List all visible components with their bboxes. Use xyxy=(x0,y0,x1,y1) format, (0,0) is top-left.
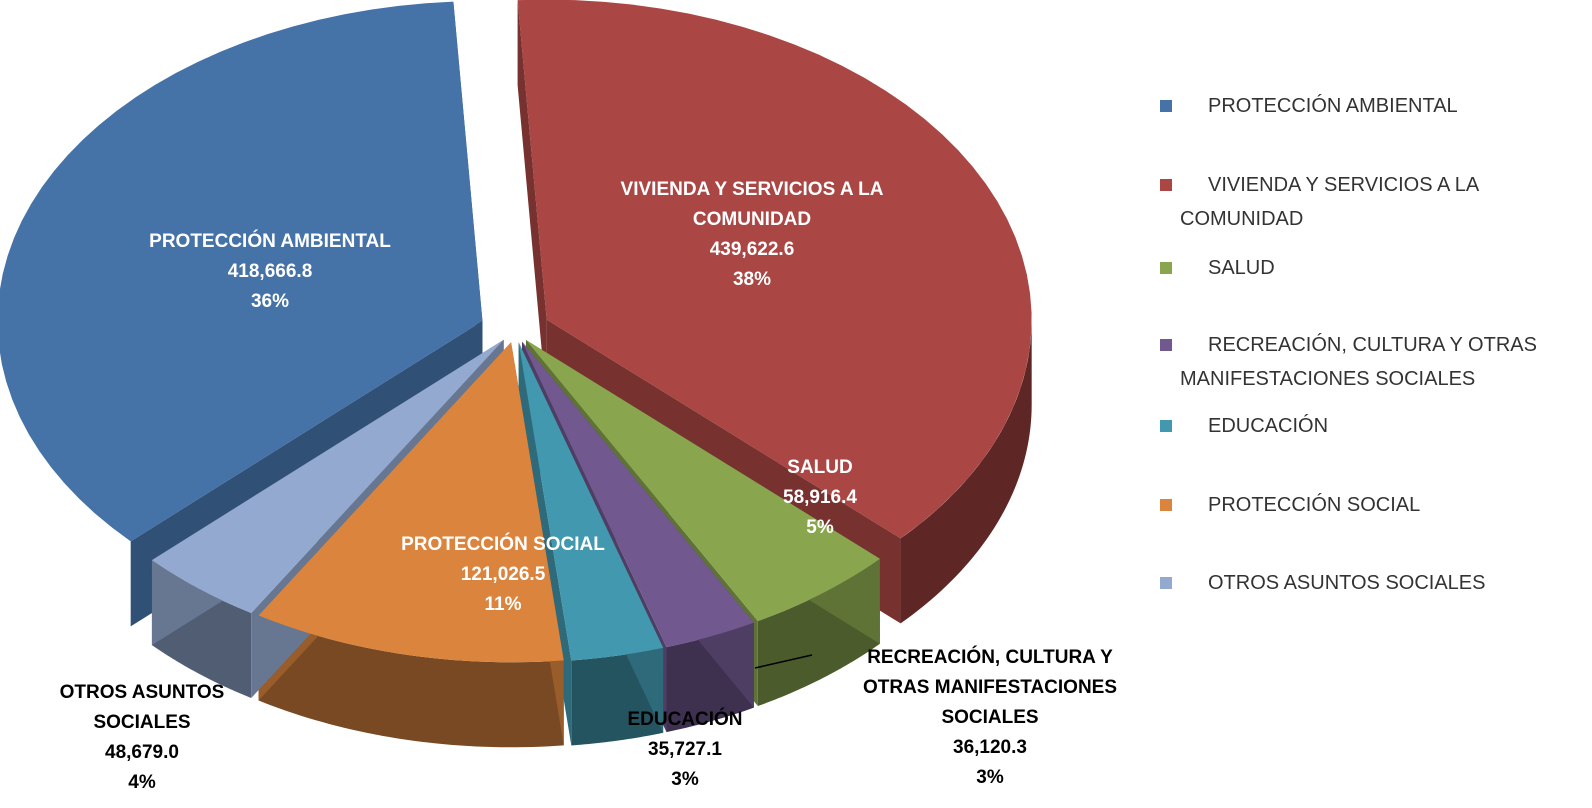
label-name: VIVIENDA Y SERVICIOS A LA COMUNIDAD xyxy=(620,179,884,230)
label-percent: 4% xyxy=(128,772,156,793)
label-percent: 3% xyxy=(976,767,1004,788)
legend-item: OTROS ASUNTOS SOCIALES xyxy=(1160,566,1570,600)
label-name: PROTECCIÓN AMBIENTAL xyxy=(149,231,391,252)
legend-label: RECREACIÓN, CULTURA Y OTRAS MANIFESTACIO… xyxy=(1180,334,1537,390)
label-name: PROTECCIÓN SOCIAL xyxy=(401,534,605,555)
legend-label: VIVIENDA Y SERVICIOS A LA COMUNIDAD xyxy=(1180,174,1479,230)
label-value: 58,916.4 xyxy=(783,487,857,508)
legend-label: SALUD xyxy=(1208,257,1275,279)
data-label: PROTECCIÓN AMBIENTAL 418,666.8 36% xyxy=(110,227,430,317)
label-value: 418,666.8 xyxy=(227,261,313,282)
slice xyxy=(522,341,754,648)
legend-swatch xyxy=(1160,339,1172,351)
label-value: 439,622.6 xyxy=(709,239,795,260)
legend-swatch xyxy=(1160,179,1172,191)
label-percent: 11% xyxy=(484,594,522,615)
legend-item: RECREACIÓN, CULTURA Y OTRAS MANIFESTACIO… xyxy=(1160,328,1570,396)
legend-swatch xyxy=(1160,100,1172,112)
pie-tops xyxy=(0,0,1032,663)
data-label: EDUCACIÓN 35,727.1 3% xyxy=(585,705,785,795)
legend-item: PROTECCIÓN AMBIENTAL xyxy=(1160,89,1570,123)
label-name: EDUCACIÓN xyxy=(627,709,743,730)
legend-item: VIVIENDA Y SERVICIOS A LA COMUNIDAD xyxy=(1160,168,1570,236)
label-name: OTROS ASUNTOS SOCIALES xyxy=(59,682,225,733)
legend-item: SALUD xyxy=(1160,251,1570,285)
leader-line xyxy=(754,654,813,669)
data-label: OTROS ASUNTOS SOCIALES 48,679.0 4% xyxy=(37,678,247,798)
slice-side xyxy=(258,615,564,748)
label-percent: 5% xyxy=(806,517,834,538)
legend-label: PROTECCIÓN AMBIENTAL xyxy=(1208,95,1458,117)
label-name: RECREACIÓN, CULTURA Y OTRAS MANIFESTACIO… xyxy=(862,647,1118,728)
legend-label: OTROS ASUNTOS SOCIALES xyxy=(1208,572,1486,594)
legend-item: PROTECCIÓN SOCIAL xyxy=(1160,488,1570,522)
label-name: SALUD xyxy=(787,457,853,478)
data-label: RECREACIÓN, CULTURA Y OTRAS MANIFESTACIO… xyxy=(840,643,1140,793)
label-value: 35,727.1 xyxy=(648,739,722,760)
legend-swatch xyxy=(1160,420,1172,432)
label-value: 36,120.3 xyxy=(953,737,1027,758)
slice xyxy=(258,342,564,663)
label-percent: 3% xyxy=(671,769,699,790)
legend-label: PROTECCIÓN SOCIAL xyxy=(1208,494,1421,516)
legend-item: EDUCACIÓN xyxy=(1160,409,1570,443)
slice-side xyxy=(900,319,1032,624)
slice-edge xyxy=(517,0,547,405)
label-percent: 36% xyxy=(250,291,290,312)
slice xyxy=(151,339,504,614)
label-percent: 38% xyxy=(732,269,772,290)
legend-swatch xyxy=(1160,577,1172,589)
legend-swatch xyxy=(1160,262,1172,274)
label-value: 121,026.5 xyxy=(460,564,546,585)
label-value: 48,679.0 xyxy=(105,742,179,763)
slice xyxy=(517,0,1032,539)
data-label: PROTECCIÓN SOCIAL 121,026.5 11% xyxy=(373,530,633,620)
data-label: VIVIENDA Y SERVICIOS A LA COMUNIDAD 439,6… xyxy=(602,175,902,295)
slice xyxy=(518,342,664,661)
legend-swatch xyxy=(1160,499,1172,511)
data-label: SALUD 58,916.4 5% xyxy=(740,453,900,543)
legend-label: EDUCACIÓN xyxy=(1208,415,1329,437)
slice xyxy=(526,339,880,622)
slice xyxy=(0,1,483,542)
